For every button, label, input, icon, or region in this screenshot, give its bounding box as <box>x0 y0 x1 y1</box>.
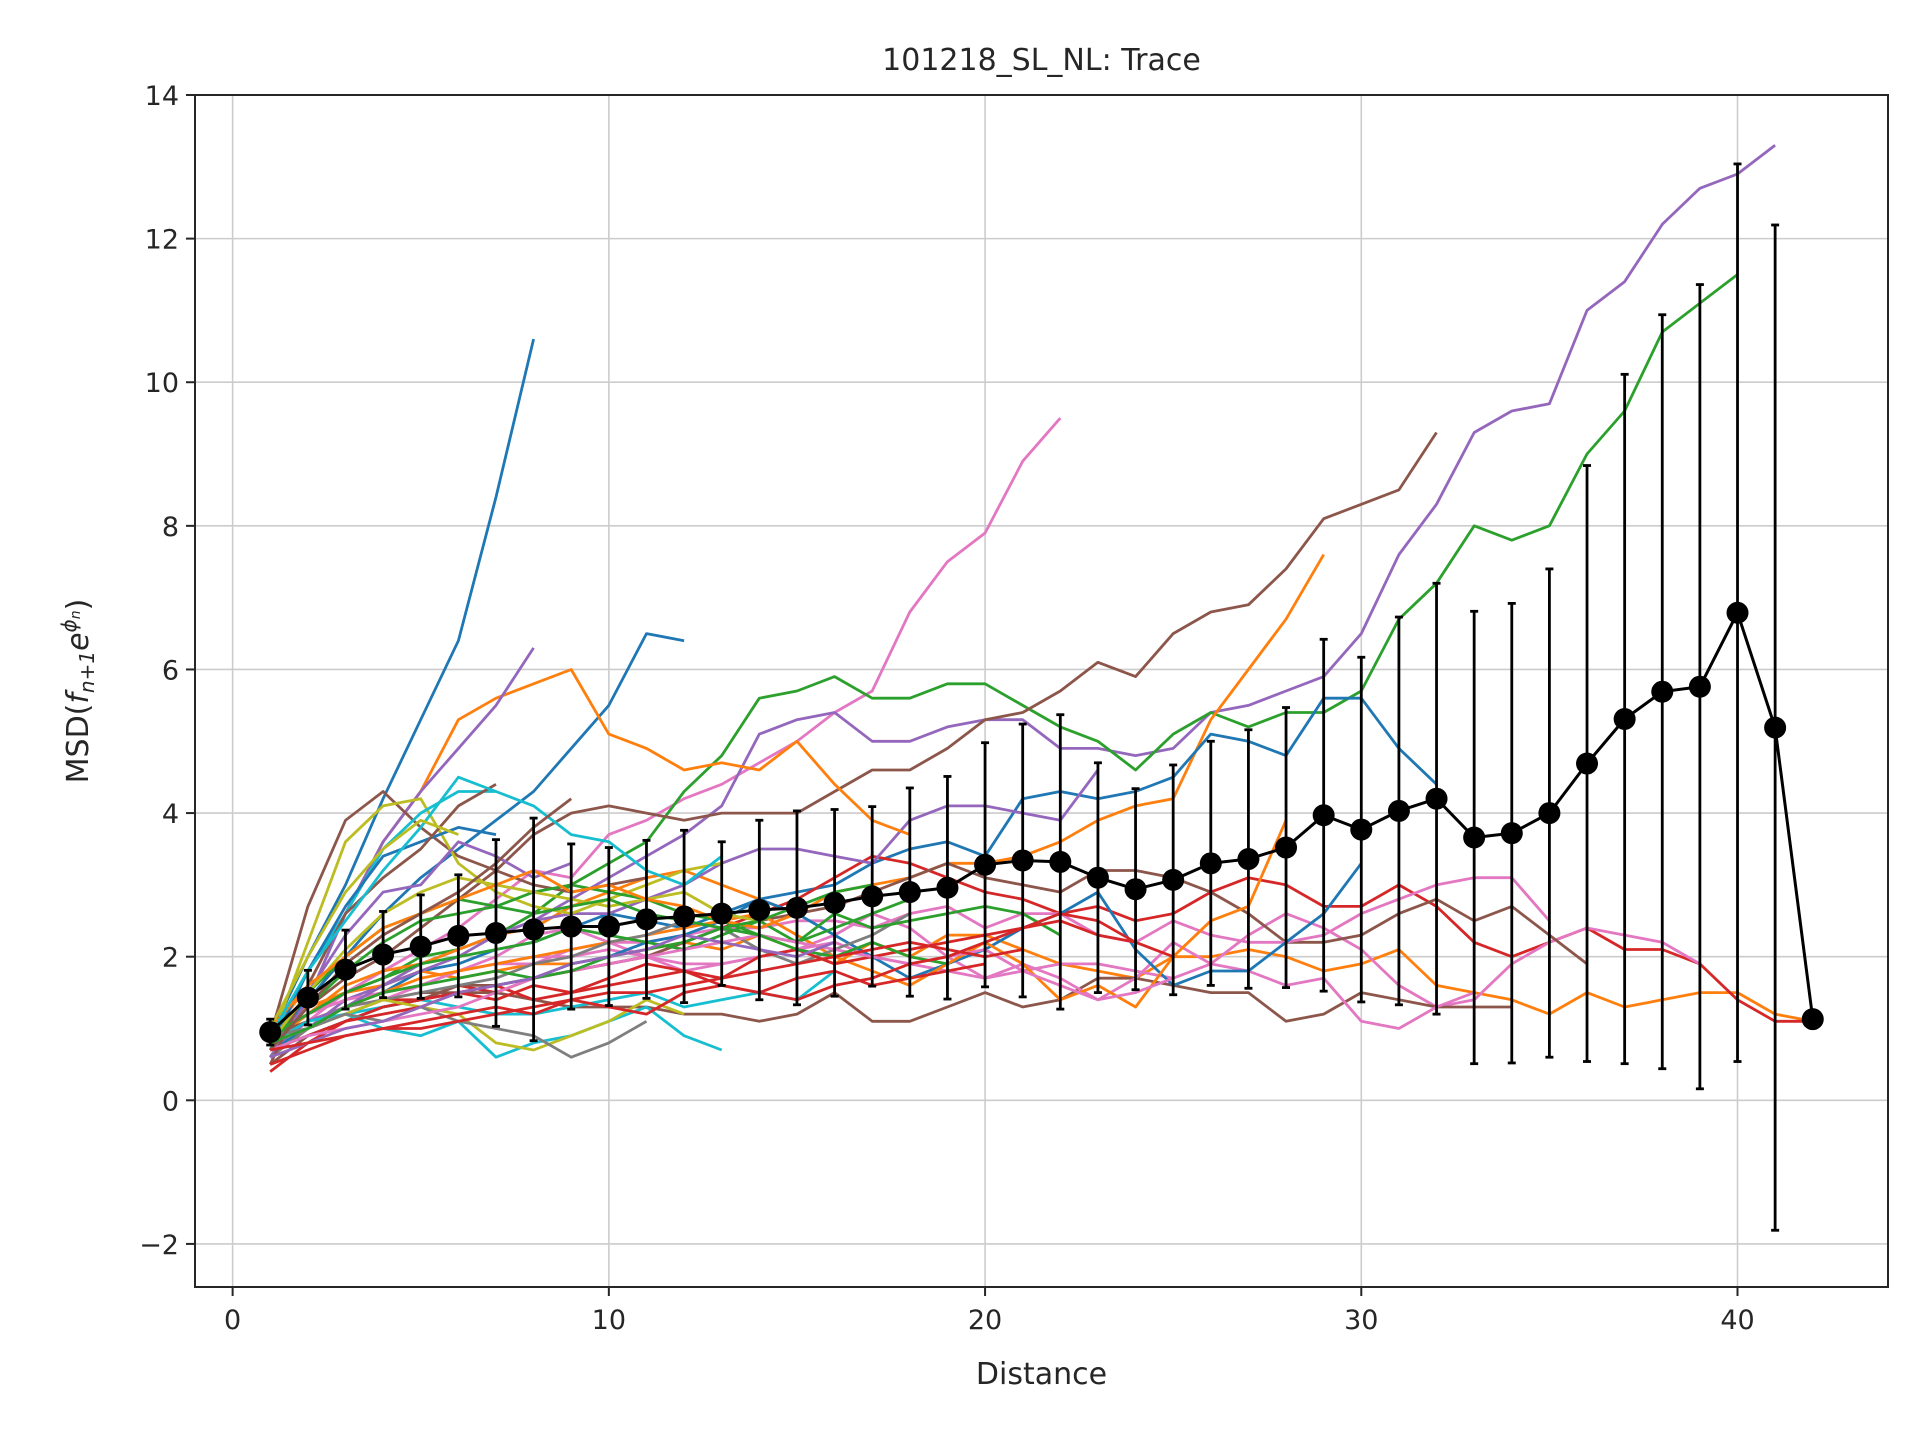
mean-point <box>1312 804 1335 827</box>
mean-point <box>484 921 507 944</box>
y-tick-label: 10 <box>145 368 179 399</box>
mean-point <box>1162 868 1185 891</box>
mean-point <box>560 915 583 938</box>
mean-point <box>974 853 997 876</box>
x-tick-label: 10 <box>592 1305 626 1336</box>
y-tick-label: 4 <box>162 799 179 830</box>
y-tick-label: 6 <box>162 655 179 686</box>
trace-line-35 <box>269 962 986 1073</box>
mean-point <box>409 935 432 958</box>
y-axis-label-subscript: n+1 <box>75 651 99 693</box>
x-tick-label: 0 <box>224 1305 241 1336</box>
y-tick-label: 14 <box>145 81 179 112</box>
trace-line-31 <box>269 919 1136 1052</box>
trace-line-37 <box>269 876 760 1044</box>
mean-point <box>447 924 470 947</box>
trace-line-5 <box>269 431 1438 1044</box>
x-axis: 0 10 20 30 40 <box>224 1287 1755 1336</box>
mean-point <box>635 908 658 931</box>
y-axis-label-superscript: ϕ <box>57 619 81 632</box>
mean-point <box>1576 752 1599 775</box>
x-tick-label: 30 <box>1344 1305 1378 1336</box>
y-axis-label-superscript-sub: n <box>68 610 84 619</box>
mean-point <box>936 876 959 899</box>
x-tick-label: 40 <box>1720 1305 1754 1336</box>
y-axis-label-e: e <box>61 632 96 650</box>
y-tick-label: 12 <box>145 225 179 256</box>
mean-point <box>522 918 545 941</box>
mean-series-group <box>259 162 1824 1232</box>
mean-point <box>1764 716 1787 739</box>
trace-line-7 <box>269 696 1438 1052</box>
mean-point <box>898 881 921 904</box>
mean-point <box>1275 836 1298 859</box>
mean-point <box>785 896 808 919</box>
plot-frame <box>194 94 1889 1288</box>
mean-point <box>1049 850 1072 873</box>
mean-point <box>1651 680 1674 703</box>
mean-point <box>1726 601 1749 624</box>
y-axis: −2 0 2 4 6 8 10 12 14 <box>139 81 195 1261</box>
y-tick-label: 2 <box>162 943 179 974</box>
trace-line-2 <box>269 417 1062 1052</box>
mean-point <box>1801 1008 1824 1031</box>
y-tick-label: −2 <box>139 1230 179 1261</box>
mean-point <box>1688 675 1711 698</box>
mean-point <box>1538 802 1561 825</box>
mean-point <box>748 899 771 922</box>
x-axis-label: Distance <box>976 1357 1107 1392</box>
mean-point <box>861 885 884 908</box>
trace-line-13 <box>269 976 1512 1038</box>
mean-point <box>296 986 319 1009</box>
mean-point <box>1500 822 1523 845</box>
y-axis-label-suffix: ) <box>61 599 96 611</box>
mean-point <box>1613 708 1636 731</box>
trace-line-25 <box>269 840 572 1044</box>
mean-point <box>1124 878 1147 901</box>
mean-point <box>710 902 733 925</box>
mean-point <box>673 905 696 928</box>
trace-line-43 <box>268 818 459 1030</box>
mean-point <box>1086 866 1109 889</box>
mean-point <box>1199 852 1222 875</box>
mean-point <box>372 943 395 966</box>
x-tick-label: 20 <box>968 1305 1002 1336</box>
mean-point <box>1237 848 1260 871</box>
mean-point <box>597 915 620 938</box>
trace-line-27 <box>269 969 836 1045</box>
y-tick-label: 8 <box>162 512 179 543</box>
trace-line-4 <box>269 273 1739 1045</box>
y-axis-label: MSD(fn+1eϕn) <box>57 599 99 784</box>
mean-point <box>1350 818 1373 841</box>
mean-point <box>1425 787 1448 810</box>
mean-point <box>1011 849 1034 872</box>
mean-point <box>1387 799 1410 822</box>
mean-point <box>334 958 357 981</box>
trace-line-45 <box>269 933 836 1059</box>
mean-point <box>823 891 846 914</box>
y-axis-label-prefix: MSD( <box>61 704 96 784</box>
y-tick-label: 0 <box>162 1086 179 1117</box>
mean-point <box>1463 826 1486 849</box>
mean-point <box>259 1021 282 1044</box>
chart-title: 101218_SL_NL: Trace <box>882 43 1201 78</box>
